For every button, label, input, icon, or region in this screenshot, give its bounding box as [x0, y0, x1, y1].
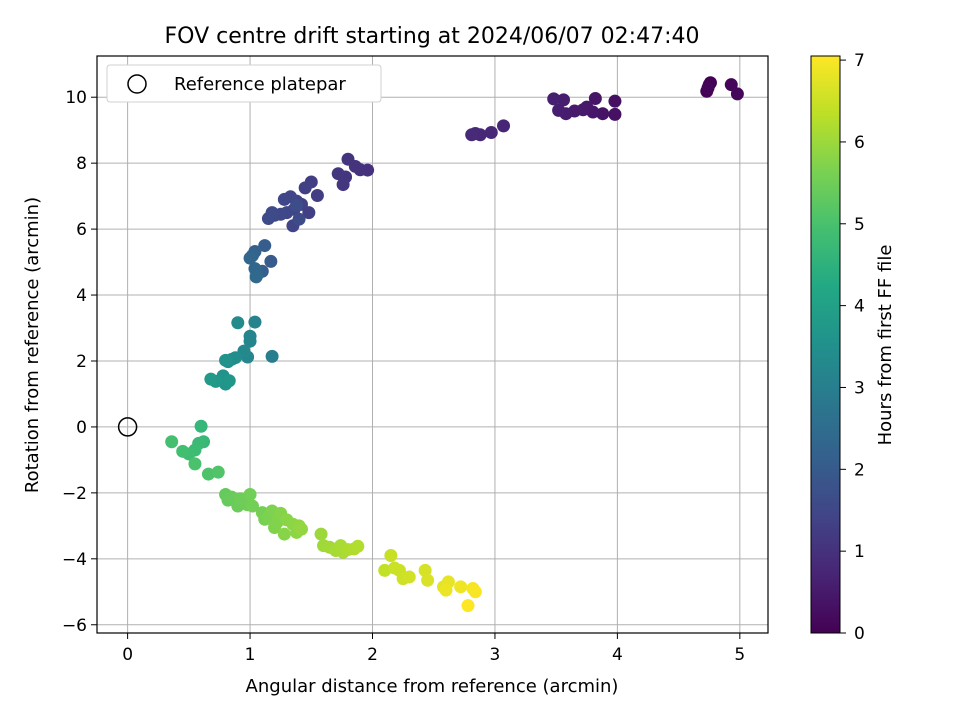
data-point [596, 107, 610, 121]
data-point [608, 107, 622, 121]
y-tick-label: −6 [62, 616, 87, 636]
data-point [201, 467, 215, 481]
legend-marker-icon [127, 74, 147, 94]
y-tick-label: 0 [76, 418, 87, 438]
data-point [243, 251, 257, 265]
data-point [249, 270, 263, 284]
data-point [292, 212, 306, 226]
colorbar-tick-label: 6 [854, 133, 865, 153]
data-point [497, 119, 511, 133]
legend-box [106, 64, 382, 103]
data-point [261, 212, 275, 226]
data-point [258, 239, 272, 253]
colorbar-tick-label: 5 [854, 215, 865, 235]
data-point [468, 585, 482, 599]
colorbar-label: Hours from first FF file [875, 245, 896, 446]
data-point [341, 152, 355, 166]
data-point [243, 334, 257, 348]
data-point [294, 522, 308, 536]
data-point [588, 92, 602, 106]
data-point [204, 372, 218, 386]
colorbar-tick-label: 0 [854, 624, 865, 644]
y-tick-label: −4 [62, 550, 87, 570]
data-point [248, 315, 262, 329]
data-point [194, 419, 208, 433]
x-tick-label: 3 [490, 645, 501, 665]
colorbar-ticks: 0 1 2 3 4 5 6 7 [840, 51, 865, 644]
data-point [384, 549, 398, 563]
colorbar-tick-label: 1 [854, 542, 865, 562]
y-tick-label: −2 [62, 484, 87, 504]
data-point [298, 181, 312, 195]
data-point [331, 167, 345, 181]
legend-label: Reference platepar [174, 74, 346, 95]
x-tick-label: 4 [612, 645, 623, 665]
plot-frame [96, 55, 769, 634]
data-point [310, 188, 324, 202]
x-tick-label: 1 [245, 645, 256, 665]
data-point [378, 563, 392, 577]
reference-marker [117, 417, 138, 437]
data-point [461, 599, 475, 613]
data-point [277, 527, 291, 541]
y-axis-label: Rotation from reference (arcmin) [22, 197, 43, 493]
colorbar-tick-label: 4 [854, 297, 865, 317]
data-point [264, 254, 278, 268]
colorbar-tick-label: 2 [854, 460, 865, 480]
data-point [231, 316, 245, 330]
data-point [402, 570, 416, 584]
data-points [165, 76, 744, 613]
y-tick-label: 8 [76, 154, 87, 174]
chart-title: FOV centre drift starting at 2024/06/07 … [165, 24, 700, 49]
y-tick-label: 10 [65, 88, 87, 108]
x-tick-label: 5 [734, 645, 745, 665]
legend: Reference platepar [106, 64, 382, 103]
y-axis-ticks: −6 −4 −2 0 2 4 6 8 10 [62, 88, 97, 636]
x-axis-ticks: 0 1 2 3 4 5 [122, 633, 745, 665]
data-point [176, 444, 190, 458]
x-axis-label: Angular distance from reference (arcmin) [246, 676, 619, 697]
data-point [701, 81, 715, 95]
data-point [421, 573, 435, 587]
data-point [552, 103, 566, 117]
data-point [418, 563, 432, 577]
data-point [484, 125, 498, 139]
data-point [557, 93, 571, 107]
grid-lines [97, 56, 768, 633]
data-point [277, 192, 291, 206]
data-point [188, 457, 202, 471]
data-point [165, 435, 179, 449]
data-point [243, 488, 257, 502]
data-point [314, 527, 328, 541]
y-tick-label: 6 [76, 220, 87, 240]
data-point [730, 87, 744, 101]
colorbar-tick-label: 7 [854, 51, 865, 71]
data-point [290, 198, 304, 212]
data-point [219, 353, 233, 367]
colorbar-tick-label: 3 [854, 378, 865, 398]
colorbar-gradient [810, 55, 841, 634]
data-point [547, 92, 561, 106]
data-point [454, 580, 468, 594]
data-point [211, 465, 225, 479]
y-tick-label: 2 [76, 352, 87, 372]
y-tick-label: 4 [76, 286, 87, 306]
data-point [465, 128, 479, 142]
x-tick-label: 2 [367, 645, 378, 665]
data-point [222, 374, 236, 388]
data-point [265, 349, 279, 363]
colorbar: 0 1 2 3 4 5 6 7 Hours from first FF file [810, 51, 896, 644]
data-point [246, 499, 260, 513]
x-tick-label: 0 [122, 645, 133, 665]
data-point [351, 539, 365, 553]
data-point [608, 94, 622, 108]
data-point [724, 78, 738, 92]
data-point [336, 178, 350, 192]
data-point [439, 583, 453, 597]
